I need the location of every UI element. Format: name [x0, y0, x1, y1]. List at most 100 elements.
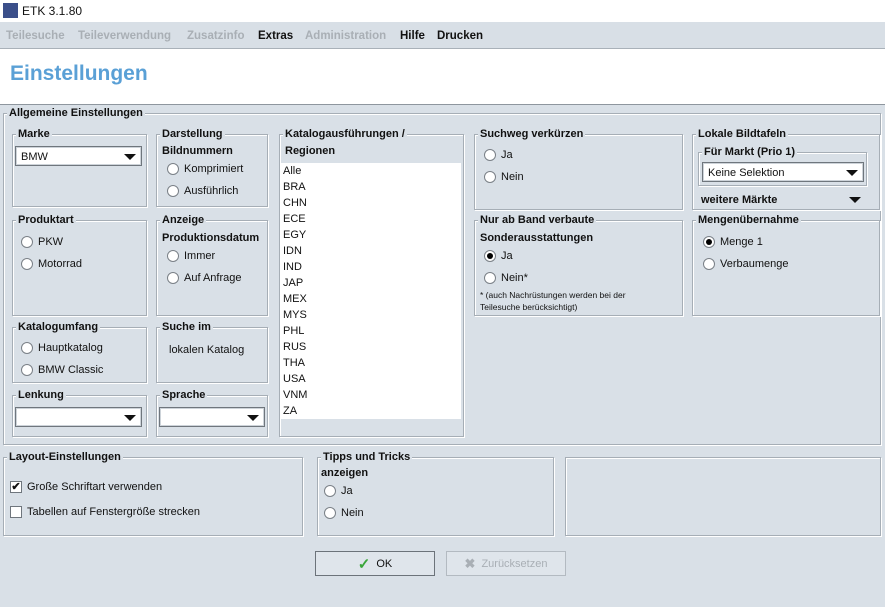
group-title: Produktart [16, 214, 76, 227]
list-item[interactable]: RUS [283, 341, 307, 353]
group-subtitle: Bildnummern [162, 145, 233, 157]
radio-suchweg-nein[interactable]: Nein [484, 171, 524, 183]
radio-bmw-classic[interactable]: BMW Classic [21, 364, 103, 376]
list-item[interactable]: Alle [283, 165, 302, 177]
radio-icon [484, 171, 496, 183]
radio-icon [21, 364, 33, 376]
list-item[interactable]: JAP [283, 277, 304, 289]
list-item[interactable]: ECE [283, 213, 306, 225]
check-icon: ✓ [357, 555, 371, 573]
radio-label: Ausführlich [184, 185, 239, 197]
radio-label: Immer [184, 250, 216, 262]
radio-label: Komprimiert [184, 163, 244, 175]
radio-icon [167, 185, 179, 197]
checkbox-tabellen-strecken[interactable]: Tabellen auf Fenstergröße strecken [10, 506, 200, 518]
weitere-label: weitere Märkte [701, 194, 778, 206]
radio-pkw[interactable]: PKW [21, 236, 63, 248]
group-title: Für Markt (Prio 1) [702, 146, 798, 159]
suche-text: lokalen Katalog [169, 344, 245, 356]
list-item[interactable]: ZA [283, 405, 298, 417]
list-item[interactable]: CHN [283, 197, 307, 209]
group-title: Mengenübernahme [696, 214, 801, 227]
select-value: BMW [21, 151, 48, 163]
checkbox-label: Tabellen auf Fenstergröße strecken [27, 506, 201, 518]
radio-tipps-ja[interactable]: Ja [324, 485, 353, 497]
sprache-group: Sprache [156, 389, 268, 437]
group-title: Marke [16, 128, 52, 141]
radio-auf-anfrage[interactable]: Auf Anfrage [167, 272, 242, 284]
menu-bar: Teilesuche Teileverwendung Zusatzinfo Ex… [0, 22, 885, 49]
suche-im-group: Suche im lokalen Katalog [156, 321, 268, 383]
list-item[interactable]: USA [283, 373, 306, 385]
menu-teileverwendung[interactable]: Teileverwendung [78, 30, 172, 42]
button-label: Zurücksetzen [481, 557, 548, 570]
radio-label: Nein [341, 507, 364, 519]
radio-motorrad[interactable]: Motorrad [21, 258, 82, 270]
list-item[interactable]: MYS [283, 309, 307, 321]
list-item[interactable]: THA [283, 357, 305, 369]
menu-extras[interactable]: Extras [258, 30, 294, 42]
group-title: Sprache [160, 389, 208, 402]
menge-group: Mengenübernahme Menge 1 Verbaumenge [692, 214, 880, 316]
marke-select[interactable]: BMW [15, 146, 142, 166]
page-title: Einstellungen [10, 62, 148, 85]
katalogumfang-group: Katalogumfang Hauptkatalog BMW Classic [12, 321, 147, 383]
menu-hilfe[interactable]: Hilfe [400, 30, 425, 42]
radio-icon [703, 258, 715, 270]
radio-label: BMW Classic [38, 364, 104, 376]
radio-label: Nein [501, 171, 524, 183]
menu-administration[interactable]: Administration [305, 30, 387, 42]
list-item[interactable]: PHL [283, 325, 305, 337]
radio-icon [324, 485, 336, 497]
weitere-maerkte-toggle[interactable]: weitere Märkte [701, 194, 861, 208]
radio-menge-1[interactable]: Menge 1 [703, 236, 763, 248]
radio-tipps-nein[interactable]: Nein [324, 507, 364, 519]
list-item[interactable]: IND [283, 261, 302, 273]
radio-suchweg-ja[interactable]: Ja [484, 149, 513, 161]
menu-drucken[interactable]: Drucken [437, 30, 484, 42]
radio-ausfuehrlich[interactable]: Ausführlich [167, 185, 238, 197]
radio-komprimiert[interactable]: Komprimiert [167, 163, 243, 175]
ok-button[interactable]: ✓ OK [315, 551, 435, 576]
radio-hauptkatalog[interactable]: Hauptkatalog [21, 342, 103, 354]
lenkung-select[interactable] [15, 407, 142, 427]
reset-button[interactable]: ✖ Zurücksetzen [446, 551, 566, 576]
empty-group [565, 457, 881, 536]
radio-icon [484, 149, 496, 161]
list-item[interactable]: VNM [283, 389, 308, 401]
band-group: Nur ab Band verbaute Sonderausstattungen… [474, 214, 683, 316]
radio-band-ja[interactable]: Ja [484, 250, 513, 262]
group-title: Lenkung [16, 389, 66, 402]
radio-immer[interactable]: Immer [167, 250, 215, 262]
radio-band-nein[interactable]: Nein* [484, 272, 528, 284]
bildtafeln-group: Lokale Bildtafeln Für Markt (Prio 1) Kei… [692, 128, 880, 210]
darstellung-group: Darstellung Bildnummern Komprimiert Ausf… [156, 128, 268, 207]
menu-zusatzinfo[interactable]: Zusatzinfo [187, 30, 245, 42]
radio-label: Verbaumenge [720, 258, 789, 270]
marke-group: Marke BMW [12, 128, 147, 207]
group-title: Katalogausführungen / [283, 128, 407, 141]
group-title: Darstellung [160, 128, 225, 141]
checkbox-label: Große Schriftart verwenden [27, 481, 163, 493]
markt-select[interactable]: Keine Selektion [702, 162, 864, 182]
regionen-list[interactable]: Alle BRA CHN ECE EGY IDN IND JAP MEX MYS PHL RUS THA… [281, 163, 461, 419]
list-item[interactable]: IDN [283, 245, 302, 257]
close-icon: ✖ [464, 555, 476, 571]
group-title: Suchweg verkürzen [478, 128, 586, 141]
radio-verbaumenge[interactable]: Verbaumenge [703, 258, 789, 270]
general-settings-group: Allgemeine Einstellungen [3, 107, 881, 445]
checkbox-icon [10, 506, 22, 518]
group-title: Nur ab Band verbaute [478, 214, 597, 227]
sprache-select[interactable] [159, 407, 265, 427]
checkbox-grosse-schrift[interactable]: ✔ Große Schriftart verwenden [10, 481, 162, 493]
list-item[interactable]: EGY [283, 229, 307, 241]
list-item[interactable]: MEX [283, 293, 307, 305]
window-title: ETK 3.1.80 [22, 4, 83, 18]
list-item[interactable]: BRA [283, 181, 306, 193]
radio-label: Ja [341, 485, 353, 497]
radio-icon [21, 236, 33, 248]
page-header: Einstellungen [0, 49, 885, 105]
anzeige-group: Anzeige Produktionsdatum Immer Auf Anfra… [156, 214, 268, 316]
menu-teilesuche[interactable]: Teilesuche [6, 30, 65, 42]
band-note: * (auch Nachrüstungen werden bei der [480, 290, 626, 300]
